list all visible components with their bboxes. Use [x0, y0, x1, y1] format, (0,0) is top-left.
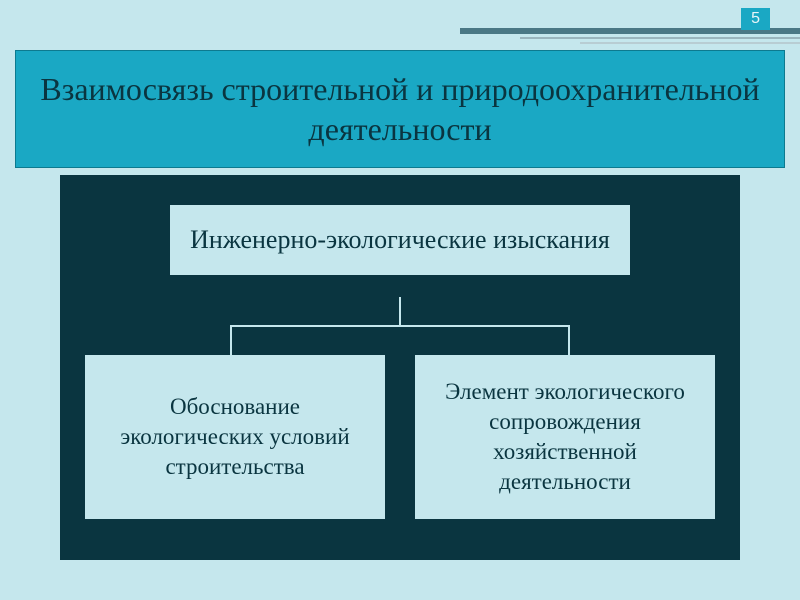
page-number: 5: [741, 8, 770, 30]
header-line: [580, 42, 800, 44]
slide-title: Взаимосвязь строительной и природоохрани…: [36, 69, 764, 149]
child-nodes-container: Обоснование экологических условий строит…: [85, 355, 715, 519]
diagram-root-node: Инженерно-экологические изыскания: [170, 205, 630, 275]
connector-line: [230, 325, 570, 327]
child-node-text: Элемент экологического сопровождения хоз…: [433, 377, 697, 497]
child-node-text: Обоснование экологических условий строит…: [103, 392, 367, 482]
header-line: [520, 37, 800, 39]
connector-line: [230, 325, 232, 355]
header-decoration: [460, 28, 800, 47]
diagram-container: Инженерно-экологические изыскания Обосно…: [60, 175, 740, 560]
diagram-child-node: Обоснование экологических условий строит…: [85, 355, 385, 519]
diagram-child-node: Элемент экологического сопровождения хоз…: [415, 355, 715, 519]
root-node-text: Инженерно-экологические изыскания: [190, 223, 610, 257]
connector-line: [568, 325, 570, 355]
connector-line: [399, 297, 401, 325]
title-banner: Взаимосвязь строительной и природоохрани…: [15, 50, 785, 168]
